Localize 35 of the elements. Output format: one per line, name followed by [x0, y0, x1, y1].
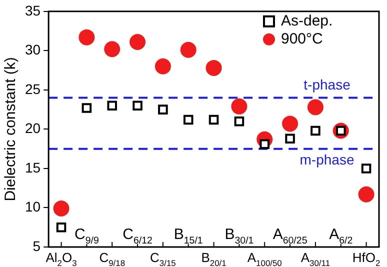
- ref-line-label: t-phase: [304, 76, 351, 93]
- y-tick-label: 10: [24, 198, 41, 215]
- point: [282, 116, 298, 132]
- point: [361, 164, 372, 174]
- point: [82, 103, 92, 113]
- point: [208, 114, 219, 125]
- y-tick-label: 5: [32, 238, 41, 254]
- point: [56, 222, 66, 232]
- y-tick-label: 20: [24, 120, 41, 136]
- point: [310, 126, 320, 136]
- point: [78, 29, 95, 46]
- y-tick-label: 15: [24, 159, 41, 176]
- y-tick-label: 30: [24, 42, 41, 58]
- y-tick-label: 25: [24, 80, 41, 97]
- point: [285, 134, 295, 144]
- point: [234, 116, 244, 126]
- point: [183, 114, 194, 125]
- point: [132, 100, 142, 111]
- y-tick-label: 35: [24, 2, 41, 18]
- y-axis-title: Dielectric constant (k): [2, 57, 20, 202]
- point: [107, 100, 118, 111]
- point: [307, 99, 324, 116]
- point: [104, 41, 120, 58]
- point: [231, 98, 248, 114]
- legend-label: 900°C: [281, 30, 324, 48]
- point: [260, 139, 270, 150]
- point: [180, 42, 196, 58]
- point: [53, 200, 70, 217]
- ref-line-label: m-phase: [300, 152, 354, 168]
- point: [206, 60, 222, 76]
- point: [158, 104, 168, 114]
- point: [358, 186, 374, 202]
- point: [130, 34, 146, 50]
- legend-label: As-dep.: [281, 12, 333, 30]
- point: [154, 58, 171, 74]
